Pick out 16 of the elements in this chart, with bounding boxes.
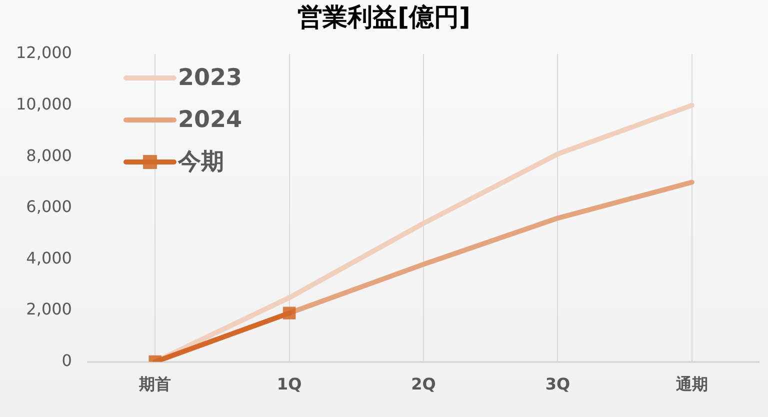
y-tick-label: 4,000 bbox=[26, 248, 72, 268]
legend-label: 2023 bbox=[178, 64, 242, 91]
legend-label: 今期 bbox=[176, 148, 224, 175]
chart-title: 営業利益[億円] bbox=[298, 2, 470, 32]
y-tick-label: 8,000 bbox=[26, 146, 72, 165]
y-tick-label: 2,000 bbox=[26, 300, 72, 319]
y-tick-label: 0 bbox=[62, 350, 72, 370]
x-tick-label: 1Q bbox=[276, 374, 302, 394]
x-tick-label: 期首 bbox=[138, 374, 172, 394]
x-tick-label: 通期 bbox=[674, 374, 708, 394]
y-tick-label: 10,000 bbox=[16, 94, 72, 114]
y-tick-label: 12,000 bbox=[16, 43, 72, 62]
x-tick-label: 3Q bbox=[545, 374, 570, 394]
y-tick-label: 6,000 bbox=[26, 197, 72, 216]
legend-label: 2024 bbox=[178, 106, 242, 133]
x-tick-label: 2Q bbox=[411, 374, 436, 394]
